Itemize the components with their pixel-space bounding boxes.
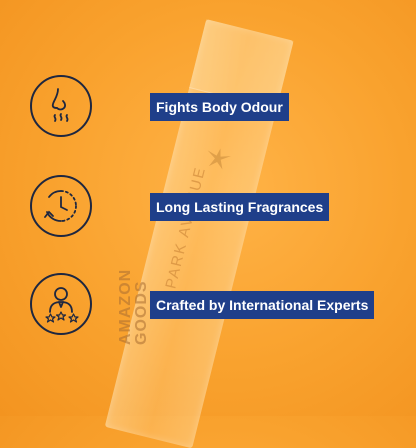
stamp-line-1: AMAZON (117, 268, 134, 345)
clock-arrow-icon (44, 190, 77, 222)
product-bottle: PARK AVENUE (104, 19, 294, 448)
feature-label-experts: Crafted by International Experts (150, 291, 375, 319)
feature-icon-experts (30, 273, 92, 335)
feature-icon-lasting (30, 175, 92, 237)
stamp-line-2: GOODS (133, 280, 150, 345)
expert-rating-icon (45, 287, 79, 323)
bottle-brand-text: PARK AVENUE (162, 164, 210, 291)
feature-label-odour: Fights Body Odour (150, 93, 289, 121)
nose-icon (51, 88, 69, 122)
wing-logo-icon (207, 148, 231, 170)
feature-icon-odour (30, 75, 92, 137)
feature-label-lasting: Long Lasting Fragrances (150, 193, 330, 221)
amazon-goods-stamp: AMAZON GOODS (117, 268, 150, 345)
